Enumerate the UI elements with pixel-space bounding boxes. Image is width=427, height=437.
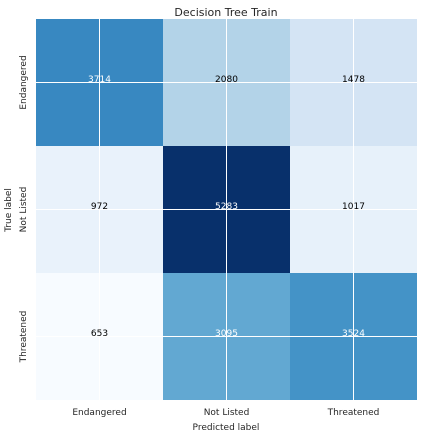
x-tick-label: Not Listed — [204, 408, 250, 418]
x-tick-label: Threatened — [327, 408, 380, 418]
y-tick-label: Endangered — [19, 55, 29, 109]
cell-value-label: 5283 — [215, 202, 238, 212]
cell-value-label: 972 — [91, 202, 108, 212]
cell-value-label: 3524 — [342, 329, 365, 339]
y-tick-label: Threatened — [19, 311, 29, 364]
cell-value-label: 1478 — [342, 75, 365, 85]
cell-value-label: 1017 — [342, 202, 365, 212]
grid-lines — [36, 19, 417, 400]
cell-value-label: 3714 — [88, 75, 111, 85]
x-tick-labels: Endangered Not Listed Threatened — [72, 408, 379, 418]
y-tick-labels: Endangered Not Listed Threatened — [19, 55, 29, 363]
cell-value-label: 3095 — [215, 329, 238, 339]
cell-value-label: 653 — [91, 329, 108, 339]
y-axis-label: True label — [4, 188, 14, 233]
cell-value-label: 2080 — [215, 75, 238, 85]
x-axis-label: Predicted label — [193, 423, 260, 433]
cell-value-labels: 3714 2080 1478 972 5283 1017 653 3095 3524 — [88, 75, 365, 339]
x-tick-label: Endangered — [72, 408, 126, 418]
y-tick-label: Not Listed — [19, 187, 29, 233]
chart-title: Decision Tree Train — [174, 6, 277, 19]
